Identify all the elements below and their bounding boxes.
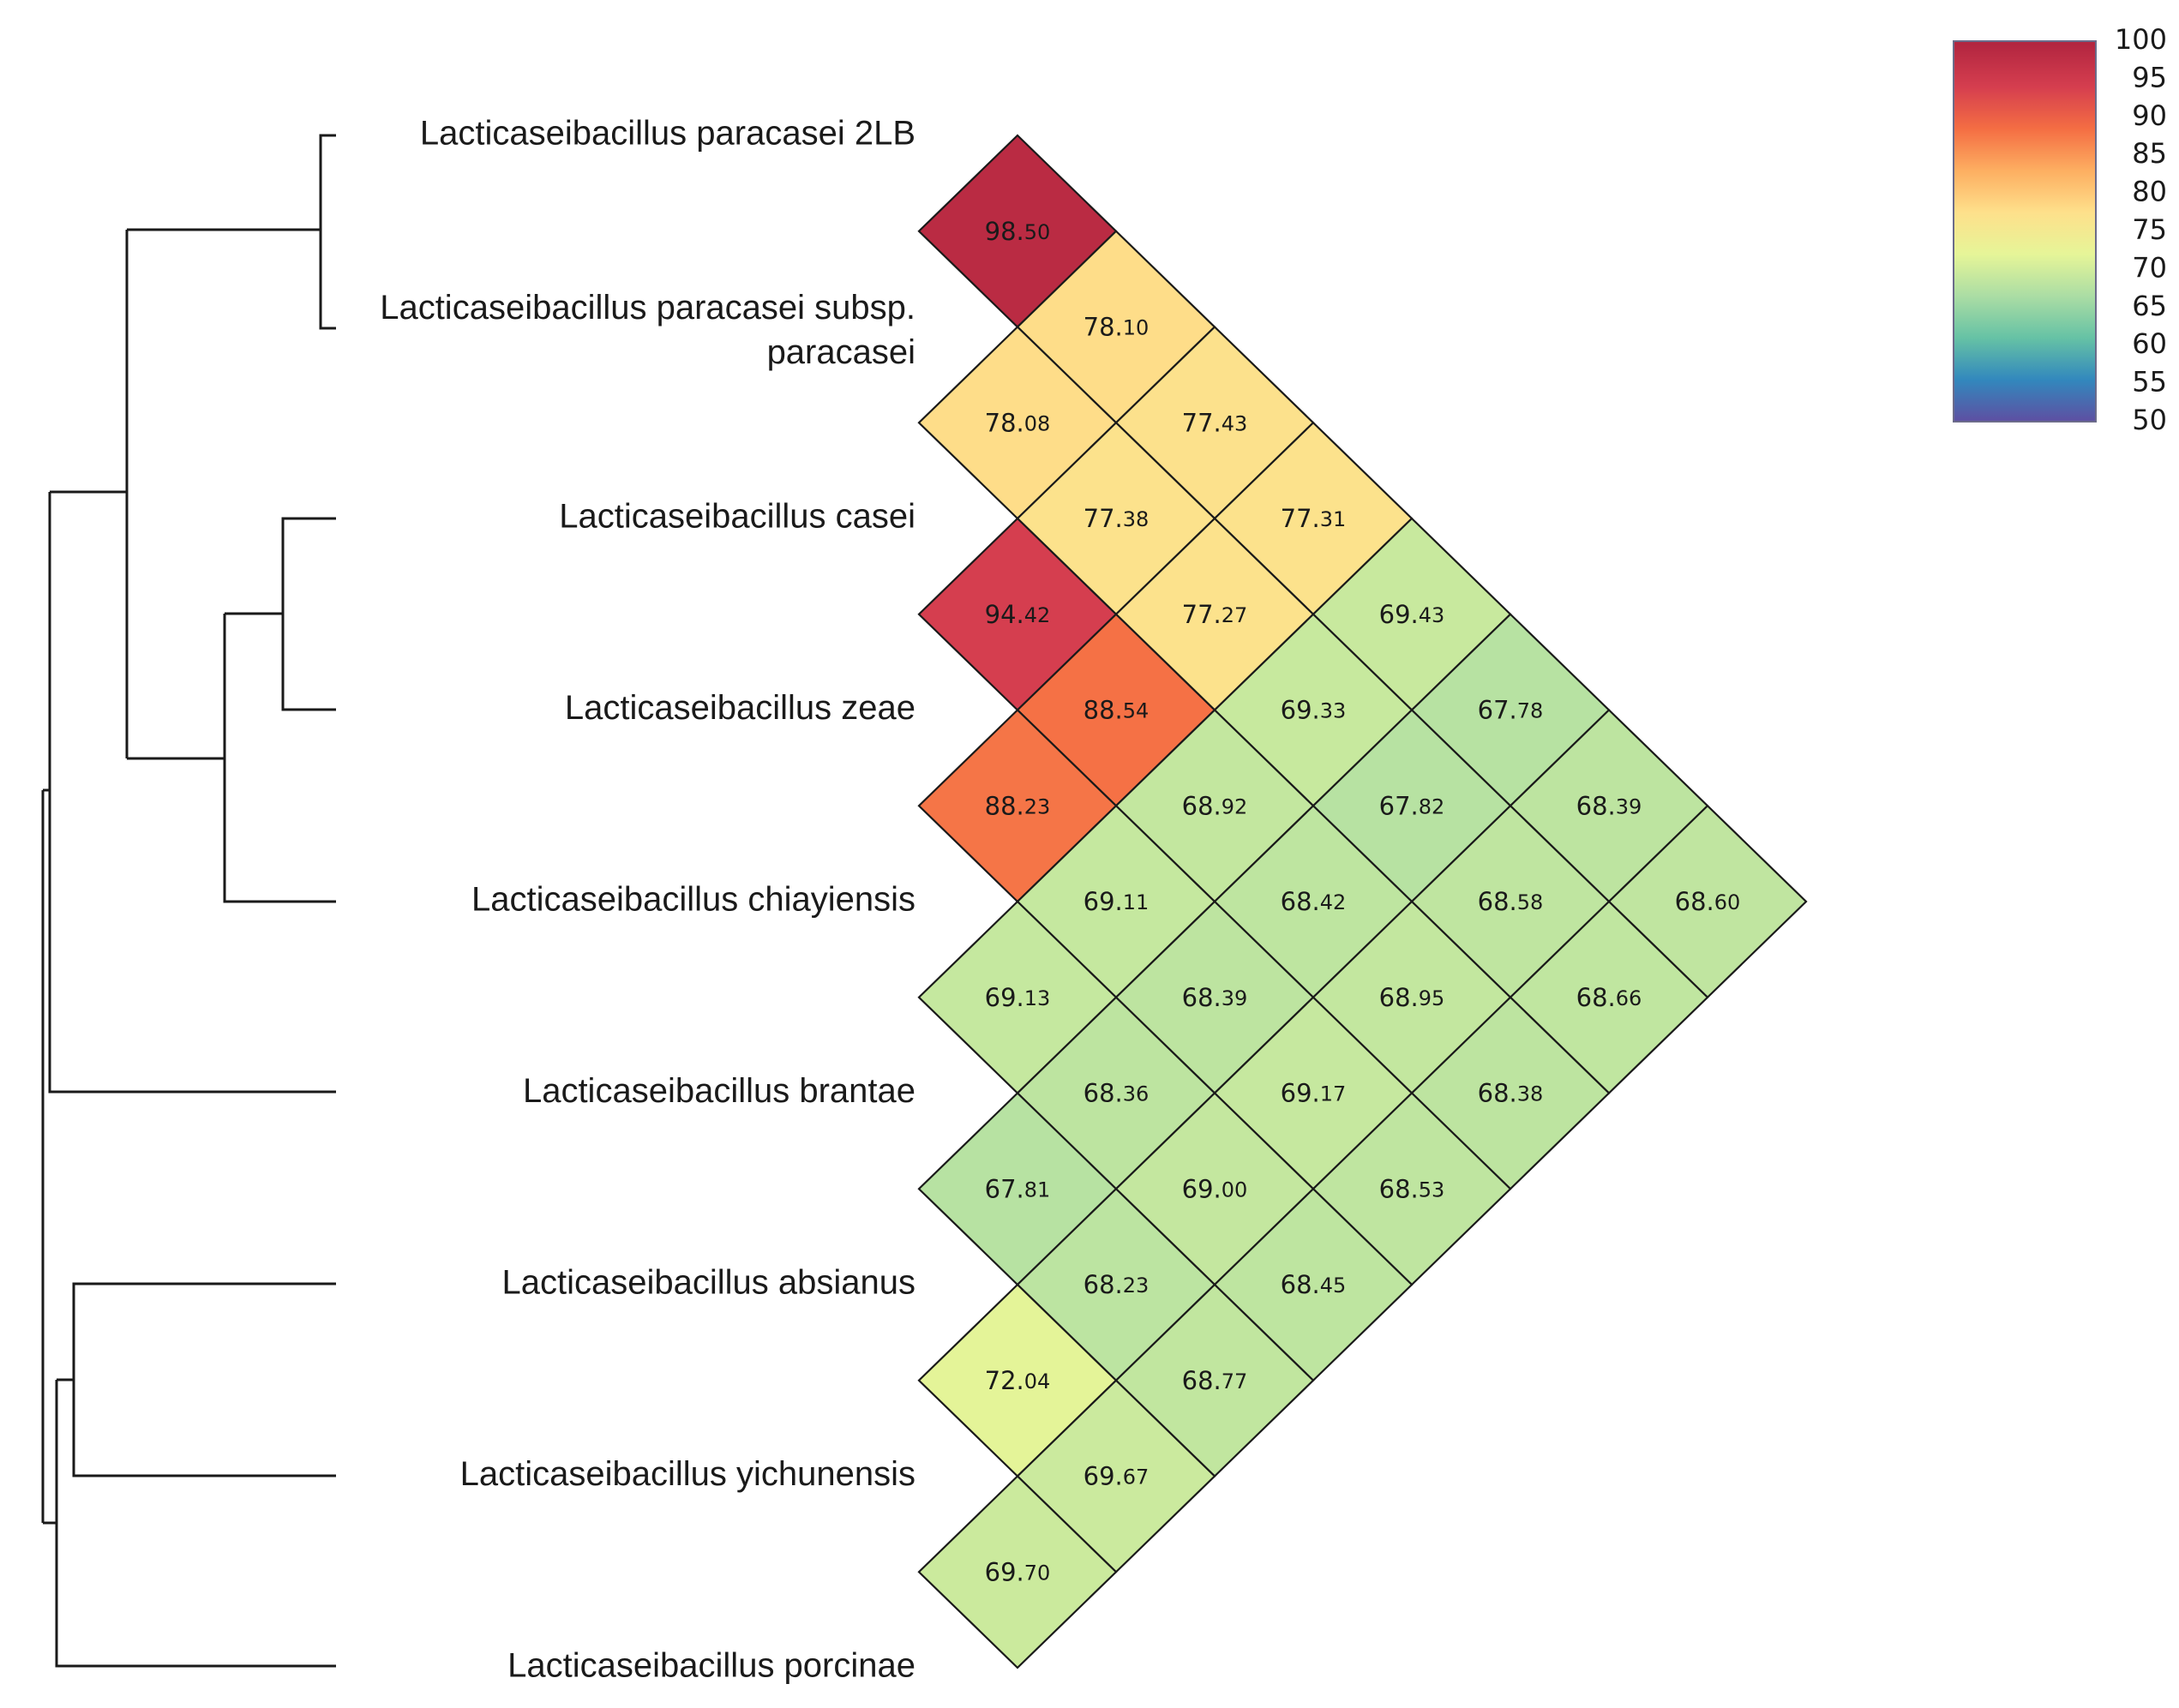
taxon-label: Lacticaseibacillus casei bbox=[559, 498, 915, 536]
cell-value-label: 88.23 bbox=[985, 791, 1051, 820]
colorbar-tick-label: 80 bbox=[2132, 176, 2167, 208]
colorbar-tick-label: 75 bbox=[2132, 213, 2167, 246]
cell-value-label: 69.17 bbox=[1281, 1079, 1347, 1108]
cell-value-label: 67.82 bbox=[1379, 791, 1445, 820]
taxon-label: Lacticaseibacillus brantae bbox=[523, 1072, 915, 1110]
cell-value-label: 78.08 bbox=[985, 408, 1051, 437]
dendro-branch-porcinae bbox=[43, 1380, 336, 1668]
colorbar-tick-label: 65 bbox=[2132, 290, 2167, 322]
cell-value-label: 94.42 bbox=[985, 600, 1051, 629]
cell-value-label: 72.04 bbox=[985, 1366, 1051, 1395]
dendro-branch-brantae bbox=[43, 492, 336, 1094]
dendro-branch-paracasei-group bbox=[50, 230, 129, 758]
dendro-branch-chiayiensis bbox=[127, 614, 336, 903]
dendro-branch-absianus-yichunensis bbox=[57, 1282, 336, 1477]
cell-value-label: 67.81 bbox=[985, 1174, 1051, 1203]
colorbar-tick-label: 85 bbox=[2132, 137, 2167, 170]
cell-value-label: 68.38 bbox=[1478, 1079, 1544, 1108]
taxon-label: Lacticaseibacillus yichunensis bbox=[460, 1455, 915, 1493]
cell-value-label: 67.78 bbox=[1478, 696, 1544, 725]
colorbar-tick-label: 90 bbox=[2132, 99, 2167, 132]
cell-value-label: 77.31 bbox=[1281, 504, 1347, 533]
cell-value-label: 77.27 bbox=[1182, 600, 1248, 629]
heatmap-cells: 98.50 78.10 77.43 77.31 69.43 67.78 68.39 68.60… bbox=[917, 134, 1808, 1669]
cell-value-label: 69.67 bbox=[1083, 1462, 1150, 1491]
cell-value-label: 69.43 bbox=[1379, 600, 1445, 629]
cell-value-label: 98.50 bbox=[985, 217, 1051, 246]
cell-value-label: 69.00 bbox=[1182, 1174, 1248, 1203]
cell-value-label: 68.42 bbox=[1281, 887, 1347, 916]
taxon-label: Lacticaseibacillus paracasei 2LB bbox=[420, 115, 915, 153]
taxon-labels: Lacticaseibacillus paracasei 2LB Lacticas… bbox=[380, 115, 915, 1685]
colorbar-tick-label: 50 bbox=[2132, 404, 2167, 436]
colorbar-legend: 100 95 90 85 80 75 70 65 60 55 50 bbox=[1953, 23, 2167, 436]
colorbar-tick-label: 95 bbox=[2132, 61, 2167, 93]
colorbar-tick-label: 60 bbox=[2132, 327, 2167, 360]
cell-value-label: 68.60 bbox=[1675, 887, 1741, 916]
cell-value-label: 68.77 bbox=[1182, 1366, 1248, 1395]
cell-value-label: 68.45 bbox=[1281, 1270, 1347, 1299]
cell-value-label: 68.58 bbox=[1478, 887, 1544, 916]
taxon-label: Lacticaseibacillus paracasei subsp. bbox=[380, 289, 915, 327]
cell-value-label: 68.36 bbox=[1083, 1079, 1150, 1108]
cell-value-label: 69.70 bbox=[985, 1557, 1051, 1586]
dendro-branch-casei-zeae bbox=[225, 517, 336, 711]
cell-value-label: 69.11 bbox=[1083, 887, 1150, 916]
dendro-branch-paracasei-pair bbox=[127, 134, 336, 330]
taxon-label: Lacticaseibacillus zeae bbox=[565, 689, 915, 727]
cell-value-label: 68.39 bbox=[1182, 983, 1248, 1012]
cell-value-label: 77.38 bbox=[1083, 504, 1150, 533]
taxon-label: paracasei bbox=[767, 333, 915, 371]
cell-value-label: 78.10 bbox=[1083, 313, 1150, 342]
taxon-label: Lacticaseibacillus absianus bbox=[502, 1264, 916, 1302]
cell-value-label: 69.13 bbox=[985, 983, 1051, 1012]
dendrogram-tree bbox=[41, 134, 336, 1668]
cell-value-label: 77.43 bbox=[1182, 408, 1248, 437]
cell-value-label: 68.95 bbox=[1379, 983, 1445, 1012]
cell-value-label: 69.33 bbox=[1281, 696, 1347, 725]
colorbar-tick-label: 100 bbox=[2115, 23, 2167, 56]
cell-value-label: 68.23 bbox=[1083, 1270, 1150, 1299]
cell-value-label: 68.39 bbox=[1576, 791, 1642, 820]
taxon-label: Lacticaseibacillus chiayiensis bbox=[471, 881, 915, 919]
cell-value-label: 88.54 bbox=[1083, 696, 1150, 725]
cell-value-label: 68.53 bbox=[1379, 1174, 1445, 1203]
colorbar-tick-label: 70 bbox=[2132, 251, 2167, 284]
taxon-label: Lacticaseibacillus porcinae bbox=[507, 1647, 915, 1685]
colorbar-gradient bbox=[1953, 40, 2097, 423]
colorbar-tick-label: 55 bbox=[2132, 366, 2167, 399]
cell-value-label: 68.66 bbox=[1576, 983, 1642, 1012]
colorbar-ticks: 100 95 90 85 80 75 70 65 60 55 50 bbox=[2115, 23, 2167, 436]
cell-value-label: 68.92 bbox=[1182, 791, 1248, 820]
heatmap-cell bbox=[917, 1474, 1118, 1669]
